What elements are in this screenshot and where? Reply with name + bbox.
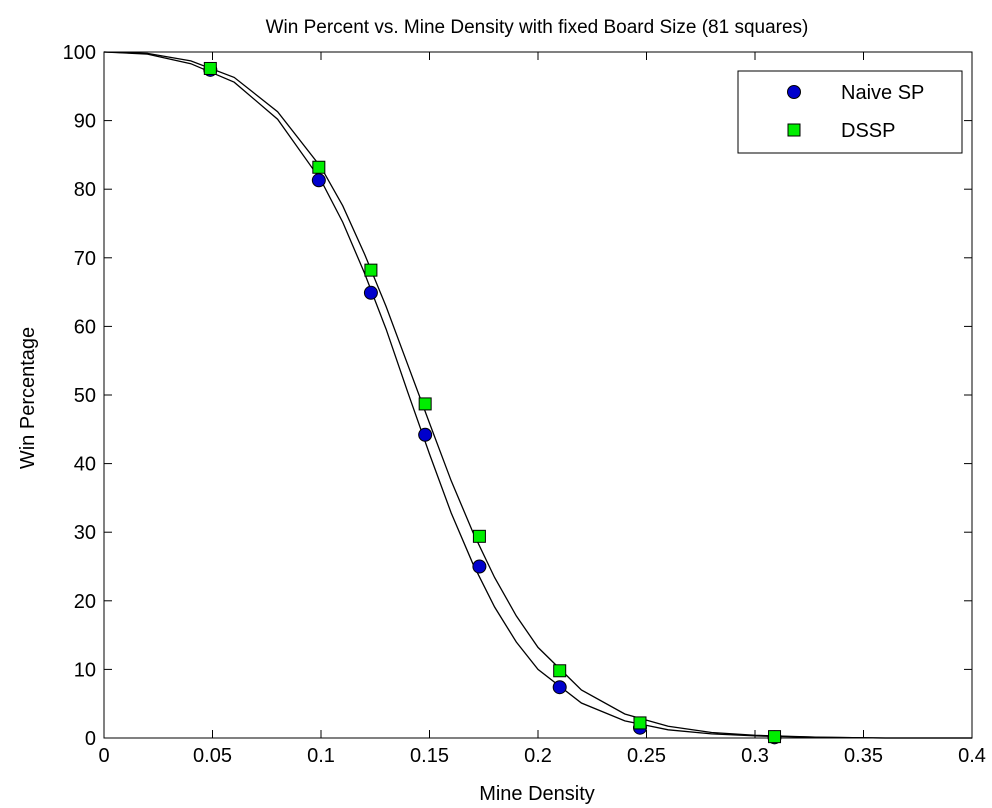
x-tick-label-5: 0.25 <box>627 745 666 767</box>
dssp-point-7 <box>633 716 647 730</box>
y-tick-label-10: 100 <box>63 42 96 64</box>
naive-sp-point-5 <box>472 559 487 574</box>
y-tick-label-6: 60 <box>74 316 96 338</box>
dssp-point-5 <box>472 529 486 543</box>
x-tick-label-1: 0.05 <box>193 745 232 767</box>
x-axis-ticks: 0 0.05 0.1 0.15 0.2 0.25 0.3 0.35 0.4 <box>98 52 986 767</box>
naive-sp-point-6 <box>552 680 567 695</box>
fit-curves <box>103 51 972 739</box>
legend-label-dssp: DSSP <box>841 120 895 142</box>
y-tick-label-3: 30 <box>74 522 96 544</box>
y-tick-label-2: 20 <box>74 591 96 613</box>
x-tick-label-8: 0.4 <box>958 745 986 767</box>
x-tick-label-7: 0.35 <box>844 745 883 767</box>
x-tick-label-6: 0.3 <box>741 745 769 767</box>
naive-sp-point-4 <box>418 427 433 442</box>
chart-title: Win Percent vs. Mine Density with fixed … <box>266 17 809 38</box>
dssp-point-6 <box>553 664 567 678</box>
dssp-point-1 <box>203 61 217 75</box>
x-tick-label-2: 0.1 <box>307 745 335 767</box>
x-tick-label-0: 0 <box>98 745 109 767</box>
y-tick-label-7: 70 <box>74 248 96 270</box>
dssp-point-4 <box>418 397 432 411</box>
dssp-point-3 <box>364 263 378 277</box>
y-tick-label-9: 90 <box>74 111 96 133</box>
y-axis-label: Win Percentage <box>17 327 39 469</box>
legend-marker-naive-sp <box>787 85 801 99</box>
legend-box <box>737 70 963 154</box>
dssp-point-8 <box>768 730 782 744</box>
dssp-point-2 <box>312 160 326 174</box>
fit-curve-1 <box>103 51 972 739</box>
y-tick-label-1: 10 <box>74 659 96 681</box>
legend-label-naive-sp: Naive SP <box>841 82 924 104</box>
y-tick-label-8: 80 <box>74 179 96 201</box>
fit-curve-2 <box>103 51 972 739</box>
plot-area <box>103 51 973 739</box>
legend-marker-dssp <box>787 123 801 137</box>
x-tick-label-4: 0.2 <box>524 745 552 767</box>
naive-sp-point-3 <box>363 285 378 300</box>
legend: Naive SP DSSP <box>737 70 963 154</box>
y-tick-label-4: 40 <box>74 454 96 476</box>
naive-sp-point-2 <box>311 173 326 188</box>
y-tick-label-5: 50 <box>74 385 96 407</box>
data-markers <box>203 61 782 745</box>
x-tick-label-3: 0.15 <box>410 745 449 767</box>
y-axis-ticks: 0 10 20 30 40 50 60 70 80 90 100 <box>63 42 972 750</box>
x-axis-label: Mine Density <box>479 783 595 805</box>
y-tick-label-0: 0 <box>85 728 96 750</box>
